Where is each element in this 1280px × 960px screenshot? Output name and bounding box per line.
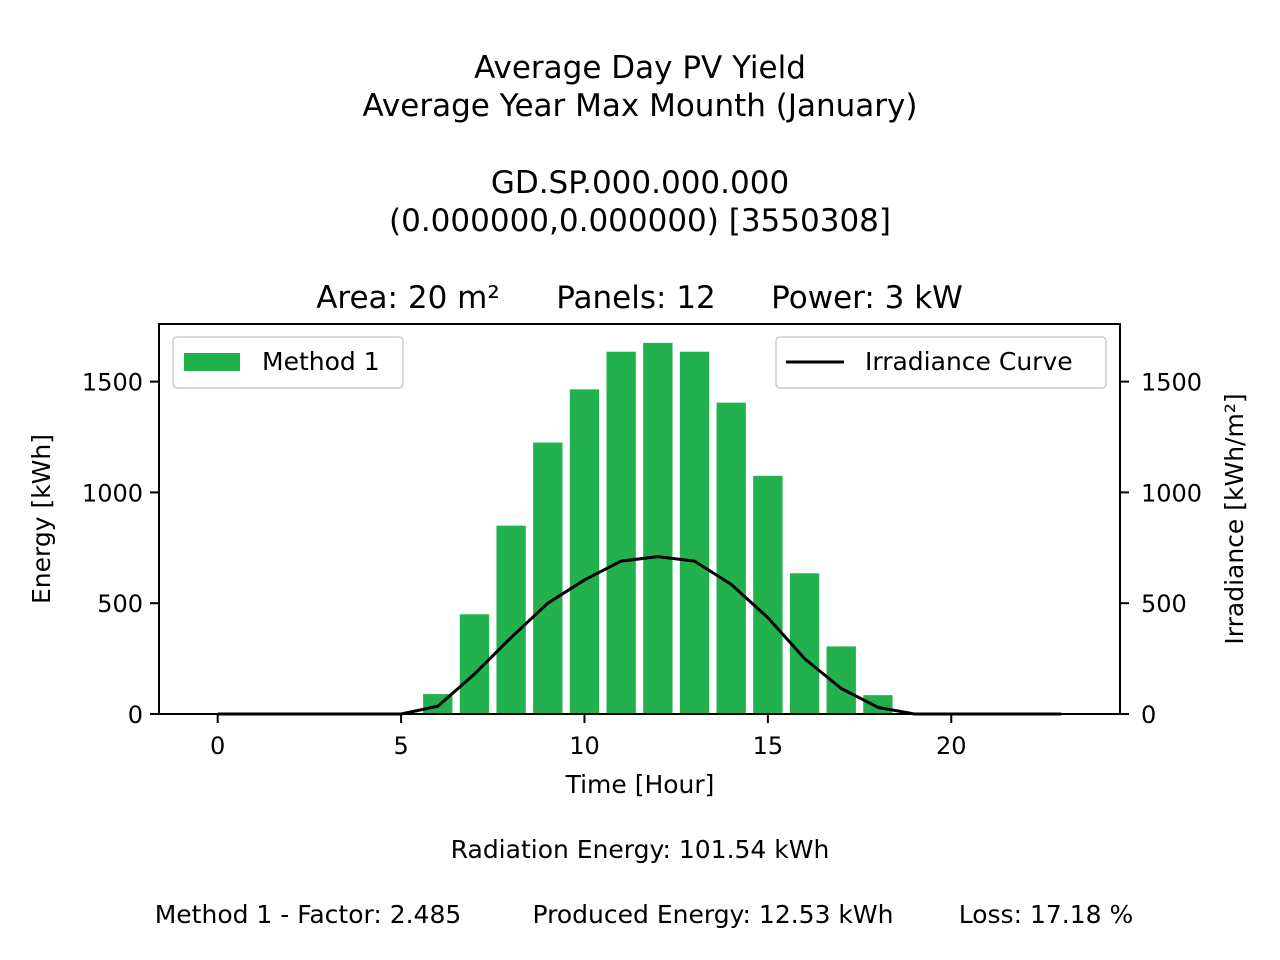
bar-hour-16 <box>789 573 820 714</box>
x-tick-label: 0 <box>210 732 225 760</box>
x-tick-label: 10 <box>569 732 600 760</box>
chart-title-line-4: (0.000000,0.000000) [3550308] <box>389 203 891 239</box>
subtitle-panels: Panels: 12 <box>556 280 716 316</box>
subtitle-power: Power: 3 kW <box>771 280 963 316</box>
footer-produced: Produced Energy: 12.53 kWh <box>533 900 894 929</box>
left-y-tick-label: 1500 <box>82 369 143 397</box>
irradiance-curve-line <box>217 555 1062 716</box>
legend-bars: Method 1 <box>172 336 404 389</box>
bar-hour-9 <box>533 442 563 714</box>
legend-line-frame <box>775 336 1107 389</box>
x-axis-ticks: 0 5 10 15 20 <box>210 714 967 760</box>
right-y-tick-label: 500 <box>1141 590 1187 618</box>
footer-radiation: Radiation Energy: 101.54 kWh <box>451 835 830 864</box>
right-y-axis-ticks: 0 500 1000 1500 <box>1120 369 1202 729</box>
bar-hour-13 <box>679 351 710 714</box>
left-y-tick-label: 1000 <box>82 479 143 507</box>
subtitle-area: Area: 20 m² <box>316 280 500 316</box>
legend-bars-swatch <box>184 353 240 371</box>
right-y-tick-label: 1000 <box>1141 479 1202 507</box>
bar-series <box>423 342 893 714</box>
right-y-tick-label: 0 <box>1141 701 1156 729</box>
x-tick-label: 5 <box>393 732 408 760</box>
legend-line-label: Irradiance Curve <box>865 347 1073 376</box>
x-tick-label: 15 <box>753 732 784 760</box>
bar-hour-15 <box>753 475 783 714</box>
bar-hour-11 <box>606 351 636 714</box>
bar-hour-14 <box>716 402 746 714</box>
right-y-tick-label: 1500 <box>1141 369 1202 397</box>
left-y-tick-label: 500 <box>97 590 143 618</box>
bar-hour-8 <box>496 525 526 714</box>
legend-bars-label: Method 1 <box>262 347 380 376</box>
bar-hour-12 <box>643 342 673 714</box>
chart-title-line-3: GD.SP.000.000.000 <box>491 165 789 201</box>
line-series <box>217 555 1062 716</box>
chart-title-line-2: Average Year Max Mounth (January) <box>363 88 918 124</box>
left-y-axis-label: Energy [kWh] <box>27 434 56 604</box>
left-y-axis-ticks: 0 500 1000 1500 <box>82 369 159 729</box>
bar-hour-18 <box>863 695 893 714</box>
bar-hour-10 <box>569 389 600 714</box>
plot-frame <box>158 323 1121 715</box>
left-y-tick-label: 0 <box>128 701 143 729</box>
legend-line: Irradiance Curve <box>775 336 1107 389</box>
right-y-axis-label: Irradiance [kWh/m²] <box>1220 393 1249 644</box>
footer-loss: Loss: 17.18 % <box>959 900 1133 929</box>
legend-bars-frame <box>172 336 404 389</box>
x-axis-label: Time [Hour] <box>565 770 715 799</box>
x-tick-label: 20 <box>936 732 967 760</box>
footer-factor: Method 1 - Factor: 2.485 <box>155 900 462 929</box>
chart-title: Average Day PV Yield <box>474 50 806 86</box>
